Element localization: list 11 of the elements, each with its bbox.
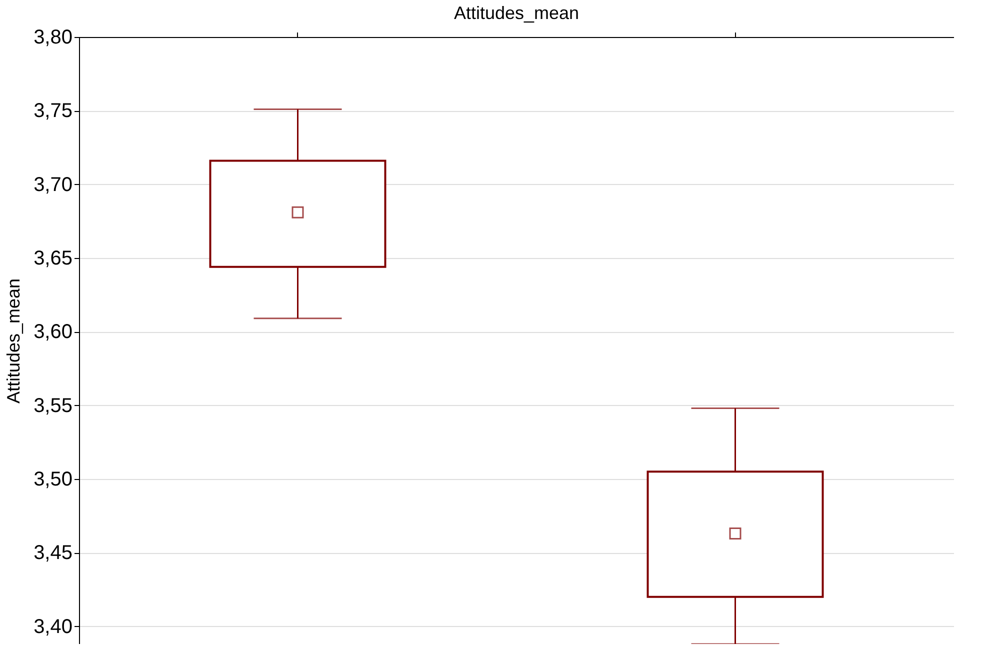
y-tick-label: 3,50 <box>34 468 72 490</box>
y-tick-label: 3,60 <box>34 321 72 344</box>
y-tick-label: 3,55 <box>34 394 72 417</box>
y-tick-label: 3,80 <box>34 26 72 48</box>
chart-title: Attitudes_mean <box>454 3 580 23</box>
y-tick-label: 3,75 <box>34 100 72 122</box>
y-tick-label: 3,40 <box>34 616 72 638</box>
y-tick-label: 3,70 <box>34 174 72 196</box>
y-tick-label: 3,65 <box>34 247 72 270</box>
y-tick-label: 3,45 <box>34 542 72 564</box>
y-axis-title: Attitudes_mean <box>4 278 24 404</box>
